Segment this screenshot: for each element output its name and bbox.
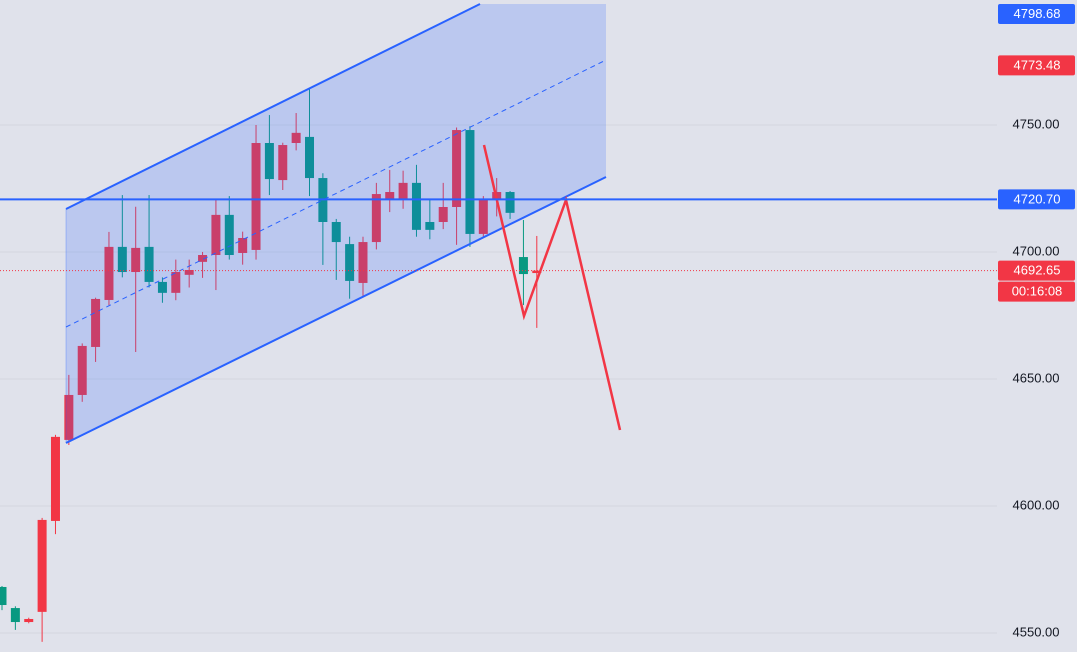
candle-body: [305, 136, 315, 179]
candle-body: [131, 247, 141, 273]
price-marker-label: 4773.48: [1014, 57, 1061, 72]
candle-body: [104, 246, 114, 300]
price-axis: 4550.00 4600.00 4650.00 4700.00 4750.00 4798.…: [998, 4, 1075, 639]
candle-body: [478, 199, 488, 234]
candle-body: [385, 192, 395, 200]
candle-body: [91, 298, 101, 347]
y-tick-label: 4600.00: [1013, 497, 1060, 512]
candle-body: [251, 142, 261, 250]
candle-body: [278, 145, 288, 181]
candle-body: [425, 221, 435, 230]
candle-body: [64, 394, 74, 440]
candle-body: [518, 257, 528, 275]
levels: [0, 198, 997, 272]
price-marker: [998, 4, 1075, 24]
price-marker-label: 4692.65: [1014, 263, 1061, 278]
candle-body: [532, 270, 542, 274]
price-marker-label: 4798.68: [1014, 6, 1061, 21]
grid: [0, 124, 997, 634]
candle-body: [117, 246, 127, 273]
candle-body: [331, 221, 341, 243]
candle-body: [211, 214, 221, 256]
candle-body: [24, 618, 34, 623]
y-tick-label: 4550.00: [1013, 624, 1060, 639]
candle-body: [37, 519, 47, 612]
candle-body: [398, 182, 408, 199]
candle-body: [10, 608, 20, 623]
candle-body: [371, 194, 381, 243]
candle-body: [411, 182, 421, 230]
candle-body: [358, 242, 368, 283]
candle-body: [238, 237, 248, 253]
candle-body: [345, 244, 355, 281]
channel-upper: [65, 3, 481, 210]
candle-body: [224, 214, 234, 256]
y-tick-label: 4650.00: [1013, 370, 1060, 385]
candle-body: [157, 281, 167, 293]
candle-body: [264, 142, 274, 180]
drawings: [65, 3, 622, 444]
candle-body: [198, 255, 208, 262]
candle-body: [0, 586, 7, 606]
candle-body: [50, 436, 60, 521]
candle-body: [171, 272, 181, 293]
candle-body: [184, 269, 194, 275]
candle-body: [452, 130, 462, 208]
channel-lower: [65, 176, 607, 444]
projection-path: [482, 144, 622, 431]
price-marker: [998, 260, 1075, 281]
candle-body: [144, 246, 154, 282]
price-marker: [998, 189, 1075, 210]
countdown-box: [998, 281, 1075, 302]
channel-mid: [65, 59, 607, 328]
candle-body: [77, 345, 87, 395]
candle-body: [291, 132, 301, 143]
countdown: 00:16:08: [1012, 284, 1063, 299]
price-marker: [998, 55, 1075, 76]
y-tick-label: 4700.00: [1013, 243, 1060, 258]
candle-body: [505, 192, 515, 213]
channel-fill: [66, 4, 606, 443]
candle-body: [465, 130, 475, 234]
y-tick-label: 4750.00: [1013, 116, 1060, 131]
price-marker-label: 4720.70: [1014, 191, 1061, 206]
candles: [0, 87, 542, 642]
candle-body: [438, 207, 448, 222]
